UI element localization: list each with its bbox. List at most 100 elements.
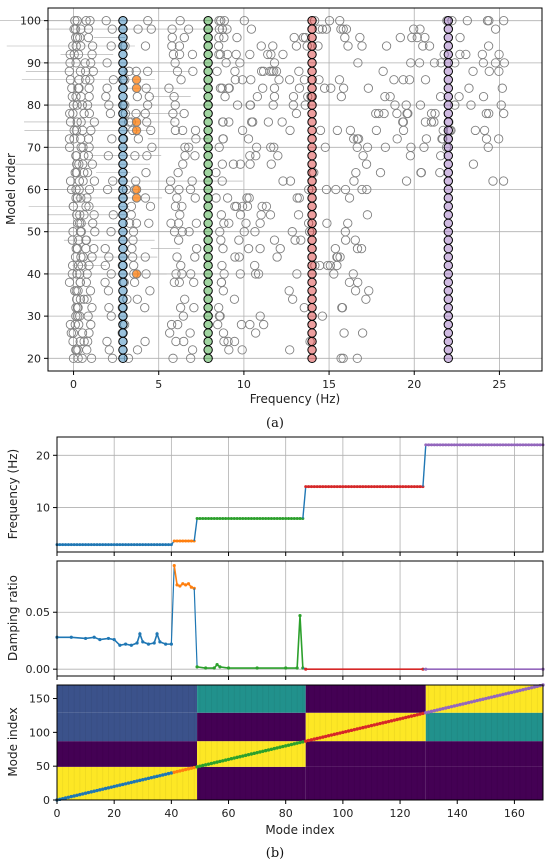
frequency-point xyxy=(401,485,405,489)
frequency-point xyxy=(175,539,179,543)
unstable-pole xyxy=(72,117,82,127)
unstable-pole xyxy=(74,218,85,228)
diagonal-point xyxy=(401,716,405,720)
unstable-pole xyxy=(172,193,182,203)
unstable-pole xyxy=(68,108,78,119)
unstable-pole xyxy=(174,235,184,245)
frequency-point xyxy=(275,517,279,521)
unstable-pole xyxy=(499,58,509,68)
frequency-point xyxy=(358,485,362,489)
unstable-pole xyxy=(341,24,352,34)
x-tick-label: 160 xyxy=(504,807,525,820)
frequency-point xyxy=(109,543,113,547)
stable-pole xyxy=(118,269,128,279)
panel-b-top-frame xyxy=(56,436,544,553)
unstable-pole xyxy=(338,83,349,93)
unstable-pole xyxy=(499,16,509,26)
unstable-pole xyxy=(332,125,343,136)
diagonal-point xyxy=(66,795,71,799)
unstable-pole xyxy=(406,142,416,152)
frequency-point xyxy=(461,443,465,447)
unstable-pole xyxy=(290,235,300,245)
unstable-pole xyxy=(289,32,299,43)
frequency-point xyxy=(335,485,339,489)
unstable-pole xyxy=(177,227,188,237)
damping-point xyxy=(129,643,133,647)
diagonal-point xyxy=(501,692,505,697)
unstable-pole xyxy=(81,243,91,254)
unstable-pole xyxy=(256,41,266,51)
unstable-pole xyxy=(494,49,504,60)
unstable-pole xyxy=(101,16,111,26)
diagonal-point xyxy=(89,790,94,794)
diagonal-point xyxy=(326,734,331,738)
unstable-pole xyxy=(237,125,248,136)
unstable-pole xyxy=(81,277,92,288)
unstable-pole xyxy=(72,16,82,26)
diagonal-point xyxy=(361,725,365,730)
diagonal-point xyxy=(435,708,439,712)
y-tick-label: 70 xyxy=(27,141,41,154)
stable-pole xyxy=(307,75,317,85)
unstable-pole xyxy=(175,210,185,220)
stable-pole xyxy=(203,286,213,296)
unstable-pole xyxy=(242,193,252,203)
stable-pole xyxy=(203,235,213,245)
frequency-point xyxy=(229,517,233,521)
unstable-pole xyxy=(132,345,143,355)
diagonal-point xyxy=(452,704,457,708)
unstable-pole xyxy=(258,83,268,93)
x-tick-label: 20 xyxy=(407,378,421,391)
diagonal-point xyxy=(504,692,508,696)
diagonal-point xyxy=(438,707,442,712)
unstable-pole xyxy=(190,193,200,203)
stable-pole xyxy=(443,277,454,288)
unstable-pole xyxy=(418,41,428,51)
stable-pole xyxy=(443,260,454,271)
y-tick-label: 90 xyxy=(27,57,41,70)
unstable-pole xyxy=(285,176,296,186)
unstable-pole xyxy=(464,83,474,93)
frequency-point xyxy=(75,543,79,547)
unstable-pole xyxy=(171,269,181,279)
diagonal-point xyxy=(61,796,65,801)
unstable-pole xyxy=(380,91,390,102)
diagonal-point xyxy=(466,700,471,705)
frequency-point xyxy=(284,517,288,521)
unstable-pole xyxy=(314,75,324,85)
unstable-pole xyxy=(224,117,234,127)
frequency-point xyxy=(184,539,188,543)
stable-pole xyxy=(203,167,213,178)
unstable-pole xyxy=(237,345,247,355)
diagonal-point xyxy=(226,757,231,762)
unstable-pole xyxy=(273,151,283,161)
stable-pole xyxy=(307,201,317,212)
frequency-point xyxy=(435,443,439,447)
unstable-pole xyxy=(235,159,246,169)
unstable-pole xyxy=(352,134,362,144)
diagonal-point xyxy=(149,775,154,780)
frequency-point xyxy=(146,543,150,547)
stable-pole xyxy=(307,24,317,34)
stable-pole xyxy=(118,286,128,296)
stable-pole xyxy=(203,100,213,110)
unstable-pole xyxy=(245,319,255,330)
unstable-pole xyxy=(130,151,140,161)
unstable-pole xyxy=(415,100,426,110)
unstable-pole xyxy=(219,32,229,43)
unstable-pole xyxy=(462,16,472,26)
unstable-pole xyxy=(82,345,92,355)
unstable-pole xyxy=(235,210,246,220)
stable-pole xyxy=(443,302,454,313)
frequency-point xyxy=(407,485,411,489)
frequency-point xyxy=(95,543,99,547)
y-tick-label: 20 xyxy=(36,449,50,462)
diagonal-point xyxy=(221,759,225,763)
diagonal-point xyxy=(118,783,122,787)
stable-pole xyxy=(118,345,128,355)
unstable-pole xyxy=(330,243,340,254)
diagonal-point xyxy=(492,694,497,699)
frequency-point xyxy=(264,517,268,521)
stable-pole xyxy=(118,125,128,136)
unstable-pole xyxy=(340,235,351,245)
